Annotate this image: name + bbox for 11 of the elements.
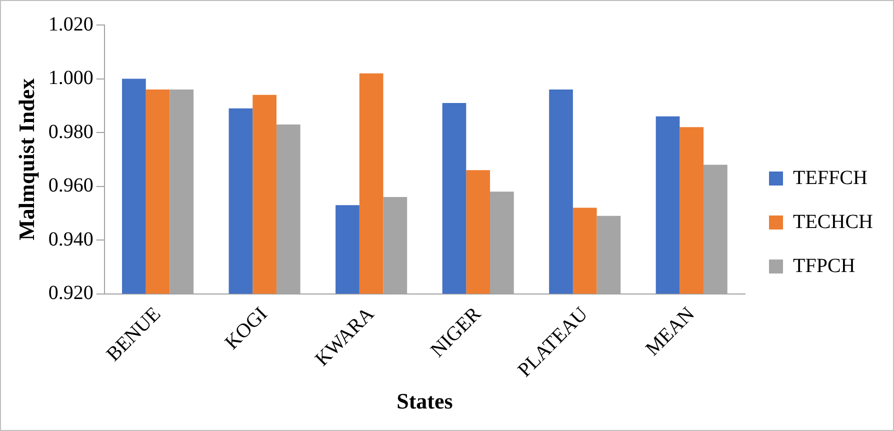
y-tick-label: 1.000	[48, 67, 94, 90]
legend-label: TEFFCH	[793, 166, 868, 189]
y-tick-label: 0.960	[48, 174, 94, 197]
x-axis-title: States	[396, 388, 454, 414]
y-tick-label: 0.940	[48, 228, 94, 250]
y-tick-label: 0.980	[48, 120, 94, 143]
legend-label: TECHCH	[793, 210, 873, 233]
y-axis-title: Malmquist Index	[14, 78, 39, 240]
y-tick-label: 0.920	[48, 282, 94, 304]
legend-label: TFPCH	[793, 254, 856, 277]
y-tick-label: 1.020	[48, 13, 94, 36]
